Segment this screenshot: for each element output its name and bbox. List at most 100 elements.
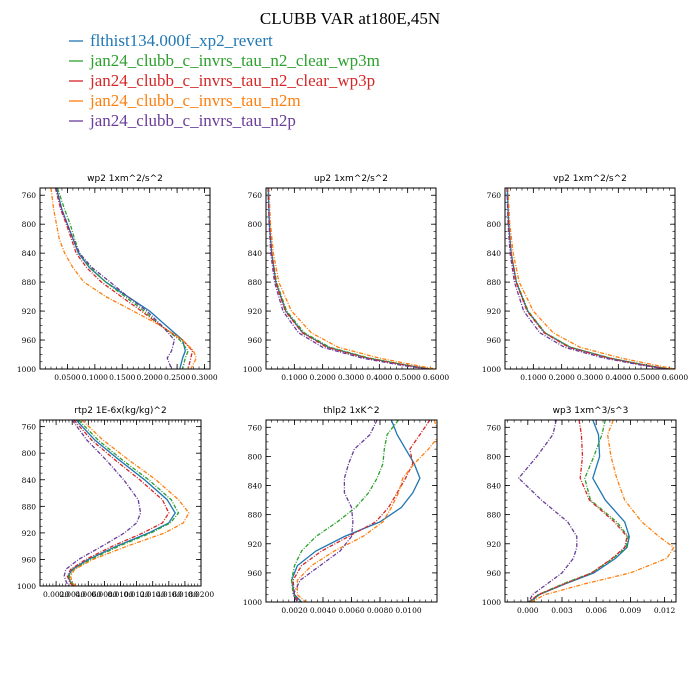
series-line bbox=[267, 188, 428, 369]
plot-frame bbox=[39, 419, 202, 587]
x-tick-label: 0.4000 bbox=[605, 373, 631, 382]
y-tick-label: 1000 bbox=[17, 365, 36, 374]
x-tick-label: 0.1000 bbox=[520, 373, 546, 382]
series-line bbox=[292, 420, 431, 602]
x-tick-label: 0.6000 bbox=[423, 373, 449, 382]
y-tick-label: 920 bbox=[487, 307, 502, 316]
legend-entry: jan24_clubb_c_invrs_tau_n2_clear_wp3m bbox=[69, 51, 380, 70]
panel-title: vp2 1xm^2/s^2 bbox=[553, 174, 627, 184]
x-tick-label: 0.2000 bbox=[137, 373, 163, 382]
series-group bbox=[50, 188, 198, 369]
x-tick-label: 0.0100 bbox=[395, 606, 421, 615]
y-tick-label: 960 bbox=[248, 569, 263, 578]
x-tick-label: 0.012 bbox=[654, 606, 676, 615]
x-tick-label: 0.0180 bbox=[172, 590, 198, 599]
panels: wp2 1xm^2/s^2 760 800 840 880 920 960 1000 0.050… bbox=[17, 174, 688, 615]
y-tick-label: 760 bbox=[248, 191, 263, 200]
x-tick-label: 0.2500 bbox=[164, 373, 190, 382]
y-tick-label: 840 bbox=[487, 482, 502, 491]
y-tick-label: 920 bbox=[248, 307, 263, 316]
y-tick-label: 920 bbox=[487, 540, 502, 549]
y-tick-label: 880 bbox=[22, 278, 37, 287]
x-tick-label: 0.1000 bbox=[82, 373, 108, 382]
legend: flthist134.000f_xp2_revertjan24_clubb_c_… bbox=[69, 31, 380, 130]
plot-frame bbox=[265, 187, 437, 370]
x-tick-label: 0.0200 bbox=[188, 590, 214, 599]
legend-label: jan24_clubb_c_invrs_tau_n2m bbox=[89, 91, 301, 110]
legend-entry: jan24_clubb_c_invrs_tau_n2p bbox=[69, 111, 296, 130]
y-tick-label: 840 bbox=[22, 249, 37, 258]
x-tick-label: 0.0140 bbox=[140, 590, 166, 599]
series-line bbox=[506, 188, 669, 369]
legend-label: jan24_clubb_c_invrs_tau_n2p bbox=[89, 111, 296, 130]
y-tick-label: 960 bbox=[248, 336, 263, 345]
y-tick-label: 880 bbox=[248, 278, 263, 287]
x-tick-label: 0.000 bbox=[517, 606, 539, 615]
series-line bbox=[528, 420, 628, 602]
chart-panel: wp2 1xm^2/s^2 760 800 840 880 920 960 1000 0.050… bbox=[17, 174, 218, 382]
series-group bbox=[290, 420, 437, 602]
y-tick-label: 920 bbox=[22, 529, 37, 538]
y-tick-label: 880 bbox=[487, 511, 502, 520]
x-tick-label: 0.2000 bbox=[310, 373, 336, 382]
chart-panel: wp3 1xm^3/s^3 760 800 840 880 920 960 1000 0.000… bbox=[482, 406, 677, 615]
y-tick-label: 1000 bbox=[243, 598, 262, 607]
plot-frame bbox=[504, 419, 677, 603]
y-tick-label: 880 bbox=[248, 511, 263, 520]
x-tick-label: 0.3000 bbox=[338, 373, 364, 382]
x-tick-label: 0.0500 bbox=[54, 373, 80, 382]
x-tick-label: 0.0100 bbox=[107, 590, 133, 599]
series-line bbox=[506, 188, 670, 369]
x-tick-label: 0.0040 bbox=[310, 606, 336, 615]
x-tick-label: 0.1000 bbox=[281, 373, 307, 382]
y-tick-label: 760 bbox=[22, 423, 37, 432]
panel-title: thlp2 1xK^2 bbox=[323, 406, 379, 416]
chart-panel: vp2 1xm^2/s^2 760 800 840 880 920 960 1000 0.100… bbox=[482, 174, 688, 382]
x-tick-label: 0.006 bbox=[585, 606, 607, 615]
x-tick-label: 0.0160 bbox=[156, 590, 182, 599]
panel-title: up2 1xm^2/s^2 bbox=[314, 174, 388, 184]
chart-panel: up2 1xm^2/s^2 760 800 840 880 920 960 1000 0.100… bbox=[243, 174, 449, 382]
series-line bbox=[528, 420, 629, 602]
x-tick-label: 0.0020 bbox=[281, 606, 307, 615]
x-tick-label: 0.0060 bbox=[75, 590, 101, 599]
x-tick-label: 0.009 bbox=[620, 606, 642, 615]
y-tick-label: 760 bbox=[487, 423, 502, 432]
y-tick-label: 960 bbox=[487, 336, 502, 345]
series-line bbox=[63, 420, 142, 586]
series-line bbox=[56, 188, 189, 369]
series-group bbox=[63, 420, 190, 586]
y-tick-label: 840 bbox=[487, 249, 502, 258]
series-line bbox=[268, 188, 436, 369]
series-group bbox=[506, 188, 675, 369]
panel-title: rtp2 1E-6x(kg/kg)^2 bbox=[74, 406, 166, 416]
y-tick-label: 880 bbox=[487, 278, 502, 287]
y-tick-label: 960 bbox=[22, 336, 37, 345]
x-tick-label: 0.0080 bbox=[91, 590, 117, 599]
legend-entry: flthist134.000f_xp2_revert bbox=[69, 31, 273, 50]
series-line bbox=[50, 188, 198, 369]
legend-entry: jan24_clubb_c_invrs_tau_n2_clear_wp3p bbox=[69, 71, 375, 90]
series-line bbox=[267, 188, 430, 369]
series-group bbox=[517, 420, 675, 602]
series-line bbox=[66, 420, 170, 586]
series-line bbox=[529, 420, 630, 602]
x-tick-label: 0.0060 bbox=[338, 606, 364, 615]
series-line bbox=[517, 420, 578, 602]
y-tick-label: 800 bbox=[22, 449, 37, 458]
series-line bbox=[54, 188, 194, 369]
x-tick-label: 0.4000 bbox=[366, 373, 392, 382]
y-tick-label: 960 bbox=[22, 555, 37, 564]
x-tick-label: 0.5000 bbox=[395, 373, 421, 382]
plot-frame bbox=[504, 187, 676, 370]
x-tick-label: 0.003 bbox=[551, 606, 573, 615]
y-tick-label: 800 bbox=[248, 452, 263, 461]
series-line bbox=[290, 420, 400, 602]
legend-label: flthist134.000f_xp2_revert bbox=[90, 31, 273, 50]
y-tick-label: 1000 bbox=[243, 365, 262, 374]
legend-label: jan24_clubb_c_invrs_tau_n2_clear_wp3p bbox=[89, 71, 375, 90]
y-tick-label: 840 bbox=[22, 476, 37, 485]
x-tick-label: 0.0080 bbox=[367, 606, 393, 615]
chart-panel: rtp2 1E-6x(kg/kg)^2 760 800 840 880 920 960 100… bbox=[17, 406, 214, 599]
